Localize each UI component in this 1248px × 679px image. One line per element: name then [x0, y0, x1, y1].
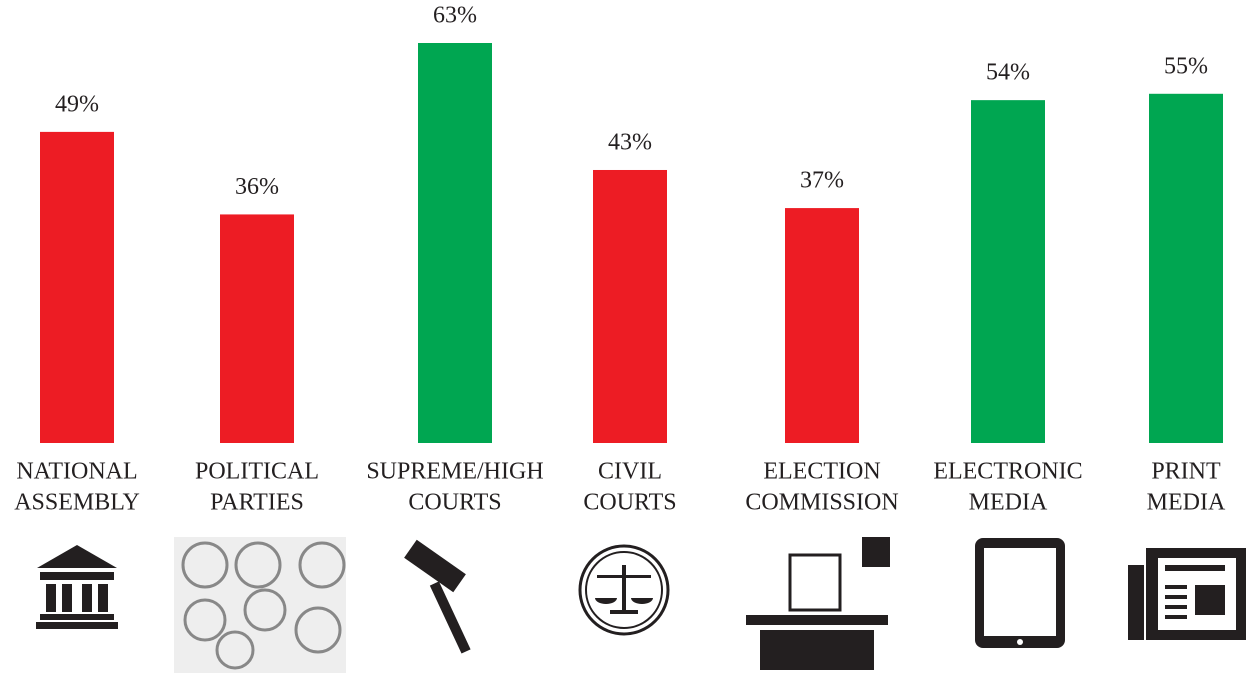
- value-label: 54%: [986, 60, 1030, 86]
- value-label: 43%: [608, 129, 652, 155]
- category-label: COURTS: [583, 490, 676, 516]
- newspaper-icon: [1128, 548, 1246, 640]
- building-icon: [36, 545, 118, 629]
- category-label: PARTIES: [210, 490, 304, 516]
- bar: [40, 131, 114, 443]
- value-label: 55%: [1164, 53, 1208, 79]
- icons: [36, 537, 1246, 673]
- category-label: ELECTION: [763, 459, 880, 485]
- value-label: 63%: [433, 3, 477, 29]
- category-label: CIVIL: [598, 459, 662, 485]
- category-label: SUPREME/HIGH: [366, 459, 543, 485]
- category-label: ELECTRONIC: [933, 459, 1082, 485]
- bar: [418, 43, 492, 443]
- tablet-icon: [975, 538, 1065, 648]
- value-label: 36%: [235, 174, 279, 200]
- category-label: MEDIA: [1147, 490, 1226, 516]
- category-label: NATIONAL: [16, 459, 137, 485]
- value-label: 37%: [800, 168, 844, 194]
- category-label: PRINT: [1151, 459, 1221, 485]
- category-label: COURTS: [408, 490, 501, 516]
- category-label: POLITICAL: [195, 459, 319, 485]
- bar: [785, 208, 859, 443]
- scales-icon: [578, 544, 670, 636]
- category-label: ASSEMBLY: [14, 490, 140, 516]
- bar: [220, 214, 294, 443]
- bar: [971, 100, 1045, 444]
- ballot-box-icon: [746, 537, 890, 670]
- value-label: 49%: [55, 91, 99, 117]
- party-symbols-icon: [174, 537, 346, 673]
- category-label: COMMISSION: [745, 490, 898, 516]
- category-label: MEDIA: [969, 490, 1048, 516]
- bar: [1149, 93, 1223, 444]
- gavel-icon: [404, 539, 471, 654]
- bar: [593, 169, 667, 443]
